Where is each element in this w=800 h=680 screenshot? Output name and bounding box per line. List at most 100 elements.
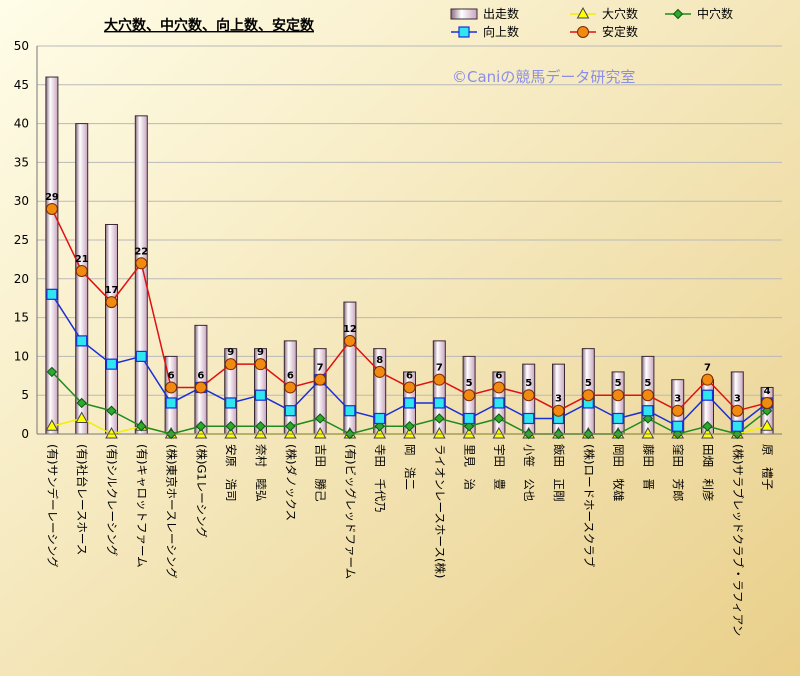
point-安定数-18 (582, 389, 595, 402)
point-大穴数-5 (194, 426, 208, 439)
y-axis: 0 5 10 15 20 25 30 35 40 45 50 (14, 39, 38, 441)
x-tick-label: (株)G1レーシング (194, 444, 208, 538)
bar-2 (105, 223, 118, 435)
point-大穴数-9 (313, 426, 327, 439)
x-tick-label: 窪田 芳郎 (671, 444, 685, 502)
x-tick-label: 原 禮子 (761, 444, 775, 490)
point-大穴数-14 (462, 426, 476, 439)
x-tick-label: (株)東京ホースレーシング (165, 444, 179, 579)
point-安定数-8 (284, 381, 297, 394)
data-label: 17 (105, 285, 119, 296)
point-中穴数-0 (46, 366, 58, 378)
x-tick-label: (株)ダノックス (284, 444, 298, 521)
point-向上数-20 (642, 405, 654, 417)
data-label: 6 (168, 370, 175, 381)
x-tick-label: 安原 浩司 (224, 444, 238, 502)
point-向上数-21 (672, 420, 684, 432)
point-大穴数-11 (373, 426, 387, 439)
point-安定数-13 (433, 373, 446, 386)
x-tick-label: (有)社台レースホース (75, 444, 89, 555)
chart-title: 大穴数、中穴数、向上数、安定数 (104, 17, 315, 34)
y-tick-label: 5 (21, 388, 29, 402)
data-labels: 29 21 17 22 6 6 9 9 6 7 12 8 6 7 5 6 5 3 5 5 5 3 7 3 4 (45, 192, 771, 405)
point-安定数-legend (577, 26, 589, 38)
legend-label: 中穴数 (697, 6, 733, 21)
point-大穴数-15 (492, 426, 506, 439)
data-label: 5 (585, 378, 592, 389)
data-label: 5 (615, 378, 622, 389)
point-安定数-23 (731, 404, 744, 417)
y-tick-label: 15 (14, 311, 29, 325)
data-label: 3 (674, 394, 681, 405)
point-中穴数-1 (76, 397, 87, 409)
x-tick-label: (有)シルクレーシング (105, 444, 119, 557)
point-安定数-4 (165, 381, 178, 394)
point-向上数-6 (225, 397, 237, 409)
bar-1 (75, 123, 89, 435)
point-大穴数-12 (403, 426, 416, 439)
x-tick-label: (株)サラブレッドクラブ・ラフィアン (731, 444, 745, 636)
point-安定数-0 (45, 202, 58, 215)
x-tick-label: (株)ロードホースクラブ (582, 444, 596, 568)
data-label: 4 (764, 386, 771, 397)
point-安定数-16 (522, 389, 535, 402)
point-向上数-legend (458, 26, 470, 38)
data-label: 6 (495, 370, 502, 381)
x-tick-label: (有)キャロットファーム (135, 444, 149, 568)
data-label: 3 (555, 394, 562, 405)
point-安定数-17 (552, 404, 565, 417)
legend-swatch-bar (450, 8, 478, 20)
point-中穴数-3 (136, 421, 147, 432)
point-安定数-7 (254, 358, 267, 371)
data-label: 8 (376, 355, 383, 366)
y-tick-label: 20 (14, 272, 29, 286)
point-安定数-21 (671, 404, 684, 417)
x-axis: (有)サンデーレーシング (有)社台レースホース (有)シルクレーシング (有)キャロ… (37, 433, 782, 636)
data-label: 7 (436, 363, 443, 374)
point-向上数-12 (403, 397, 416, 409)
point-安定数-24 (761, 396, 774, 409)
legend-label: 出走数 (483, 6, 519, 21)
legend-label: 大穴数 (602, 6, 638, 21)
point-中穴数-6 (225, 421, 236, 432)
point-向上数-16 (523, 412, 535, 425)
data-label: 6 (197, 370, 204, 381)
data-label: 6 (287, 370, 294, 381)
bar-0 (45, 76, 59, 435)
point-安定数-12 (403, 381, 416, 394)
legend-label: 安定数 (602, 24, 638, 39)
x-tick-label: 岡田 牧雄 (612, 444, 626, 502)
bar-3 (134, 115, 148, 435)
point-安定数-20 (641, 389, 654, 402)
point-中穴数-7 (255, 421, 266, 432)
data-label: 22 (134, 246, 148, 257)
point-大穴数-2 (105, 426, 118, 439)
point-大穴数-20 (641, 426, 655, 439)
gridlines (37, 45, 782, 435)
x-tick-label: 奈村 睦弘 (254, 444, 268, 502)
point-安定数-1 (75, 265, 88, 278)
y-tick-label: 45 (14, 78, 29, 92)
data-label: 29 (45, 192, 59, 203)
x-tick-label: 藤田 晋 (641, 444, 655, 490)
point-中穴数-8 (285, 421, 296, 432)
point-向上数-14 (463, 412, 475, 425)
x-tick-label: 小笹 公也 (522, 444, 536, 502)
point-向上数-23 (731, 420, 743, 432)
point-安定数-15 (492, 381, 505, 394)
x-tick-label: ライオンレースホース(株) (433, 444, 447, 578)
point-向上数-1 (76, 335, 88, 347)
point-向上数-13 (433, 397, 445, 409)
point-大穴数-0 (45, 419, 59, 431)
y-tick-label: 30 (14, 194, 29, 208)
point-向上数-0 (46, 288, 58, 300)
x-tick-label: 岡 浩二 (403, 444, 417, 490)
point-大穴数-8 (283, 426, 297, 439)
data-label: 7 (317, 363, 324, 374)
point-向上数-3 (135, 350, 147, 362)
y-tick-label: 0 (21, 427, 29, 441)
